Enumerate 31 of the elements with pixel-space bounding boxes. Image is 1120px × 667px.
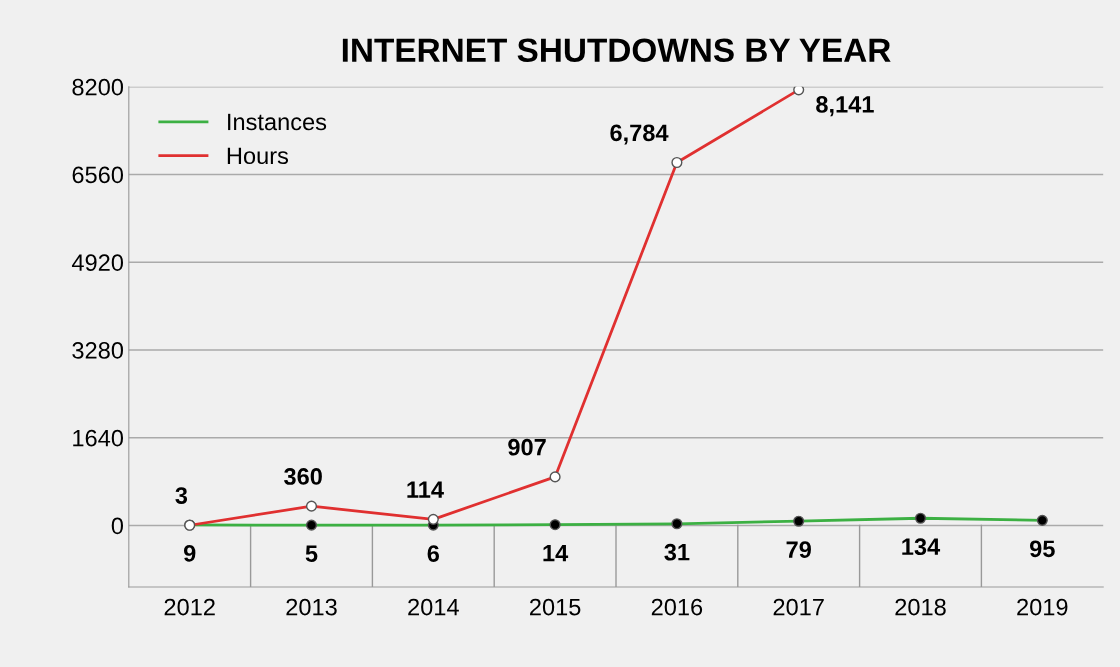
data-label: 14 — [543, 544, 569, 562]
y-tick-label: 6560 — [72, 166, 124, 184]
data-label: 9 — [183, 545, 196, 562]
chart-title: INTERNET SHUTDOWNS BY YEAR — [342, 38, 891, 63]
x-tick-label: 2013 — [286, 598, 337, 616]
y-tick-label: 3280 — [72, 342, 124, 359]
data-label: 907 — [508, 438, 546, 456]
data-label: 3 — [175, 487, 188, 504]
y-tick-label: 4920 — [71, 254, 124, 271]
data-label: 79 — [786, 541, 811, 558]
data-label: 134 — [902, 538, 941, 556]
data-label: 6 — [427, 545, 440, 562]
x-tick-label: 2015 — [530, 598, 581, 616]
data-label: 8,141 — [816, 96, 874, 117]
x-tick-label: 2019 — [1017, 598, 1068, 616]
x-tick-label: 2017 — [773, 598, 824, 616]
x-tick-label: 2012 — [164, 598, 215, 616]
y-tick-label: 1640 — [73, 429, 124, 447]
y-tick-label: 8200 — [72, 78, 124, 96]
x-tick-label: 2016 — [651, 598, 703, 616]
data-label: 360 — [284, 468, 322, 485]
legend-label: Hours — [227, 147, 289, 165]
data-label: 6,784 — [610, 124, 669, 145]
data-label: 114 — [407, 481, 444, 498]
x-tick-label: 2018 — [895, 598, 946, 616]
legend-label: Instances — [228, 113, 327, 131]
data-label: 95 — [1029, 540, 1055, 558]
data-label: 5 — [305, 545, 318, 562]
x-tick-label: 2014 — [408, 598, 459, 616]
data-label: 31 — [664, 543, 690, 561]
y-tick-label: 0 — [111, 517, 124, 535]
